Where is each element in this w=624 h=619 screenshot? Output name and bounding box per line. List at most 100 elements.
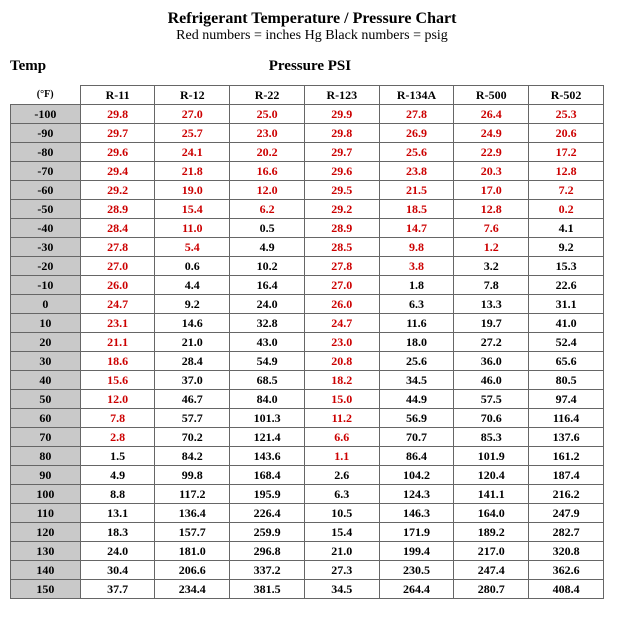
value-cell: 27.0 bbox=[80, 257, 155, 276]
value-cell: 217.0 bbox=[454, 542, 529, 561]
value-cell: 137.6 bbox=[529, 428, 604, 447]
refrigerant-table: (°F) R-11R-12R-22R-123R-134AR-500R-502 -… bbox=[10, 85, 604, 599]
table-row: 904.999.8168.42.6104.2120.4187.4 bbox=[11, 466, 604, 485]
value-cell: 19.7 bbox=[454, 314, 529, 333]
value-cell: 24.7 bbox=[80, 295, 155, 314]
value-cell: 26.0 bbox=[304, 295, 379, 314]
value-cell: 199.4 bbox=[379, 542, 454, 561]
value-cell: 337.2 bbox=[230, 561, 305, 580]
axis-labels: Temp Pressure PSI bbox=[10, 58, 614, 75]
value-cell: 37.7 bbox=[80, 580, 155, 599]
value-cell: 296.8 bbox=[230, 542, 305, 561]
value-cell: 37.0 bbox=[155, 371, 230, 390]
value-cell: 3.2 bbox=[454, 257, 529, 276]
value-cell: 29.2 bbox=[80, 181, 155, 200]
temp-cell: -40 bbox=[11, 219, 81, 238]
value-cell: 4.9 bbox=[230, 238, 305, 257]
value-cell: 29.8 bbox=[304, 124, 379, 143]
value-cell: 24.7 bbox=[304, 314, 379, 333]
value-cell: 29.9 bbox=[304, 105, 379, 124]
table-body: -10029.827.025.029.927.826.425.3-9029.72… bbox=[11, 105, 604, 599]
value-cell: 20.6 bbox=[529, 124, 604, 143]
value-cell: 20.3 bbox=[454, 162, 529, 181]
value-cell: 9.2 bbox=[529, 238, 604, 257]
table-row: -9029.725.723.029.826.924.920.6 bbox=[11, 124, 604, 143]
temp-cell: 0 bbox=[11, 295, 81, 314]
temp-cell: 110 bbox=[11, 504, 81, 523]
value-cell: 1.2 bbox=[454, 238, 529, 257]
value-cell: 116.4 bbox=[529, 409, 604, 428]
value-cell: 408.4 bbox=[529, 580, 604, 599]
value-cell: 7.2 bbox=[529, 181, 604, 200]
chart-subtitle: Red numbers = inches Hg Black numbers = … bbox=[10, 28, 614, 44]
temp-cell: 50 bbox=[11, 390, 81, 409]
value-cell: 0.6 bbox=[155, 257, 230, 276]
value-cell: 15.4 bbox=[155, 200, 230, 219]
value-cell: 32.8 bbox=[230, 314, 305, 333]
value-cell: 16.6 bbox=[230, 162, 305, 181]
temp-cell: -70 bbox=[11, 162, 81, 181]
value-cell: 86.4 bbox=[379, 447, 454, 466]
temp-cell: 30 bbox=[11, 352, 81, 371]
value-cell: 29.7 bbox=[80, 124, 155, 143]
value-cell: 46.7 bbox=[155, 390, 230, 409]
value-cell: 84.0 bbox=[230, 390, 305, 409]
value-cell: 25.7 bbox=[155, 124, 230, 143]
value-cell: 0.2 bbox=[529, 200, 604, 219]
value-cell: 216.2 bbox=[529, 485, 604, 504]
temp-cell: 80 bbox=[11, 447, 81, 466]
value-cell: 15.3 bbox=[529, 257, 604, 276]
value-cell: 23.1 bbox=[80, 314, 155, 333]
temp-cell: 60 bbox=[11, 409, 81, 428]
value-cell: 26.4 bbox=[454, 105, 529, 124]
table-row: -2027.00.610.227.83.83.215.3 bbox=[11, 257, 604, 276]
value-cell: 143.6 bbox=[230, 447, 305, 466]
column-header: R-502 bbox=[529, 86, 604, 105]
value-cell: 25.0 bbox=[230, 105, 305, 124]
column-header: R-500 bbox=[454, 86, 529, 105]
temp-cell: 90 bbox=[11, 466, 81, 485]
value-cell: 27.8 bbox=[379, 105, 454, 124]
value-cell: 25.6 bbox=[379, 352, 454, 371]
value-cell: 23.0 bbox=[304, 333, 379, 352]
chart-title: Refrigerant Temperature / Pressure Chart bbox=[10, 10, 614, 28]
value-cell: 157.7 bbox=[155, 523, 230, 542]
value-cell: 21.1 bbox=[80, 333, 155, 352]
value-cell: 206.6 bbox=[155, 561, 230, 580]
value-cell: 27.8 bbox=[80, 238, 155, 257]
axis-psi-label: Pressure PSI bbox=[269, 58, 351, 75]
value-cell: 6.3 bbox=[379, 295, 454, 314]
value-cell: 36.0 bbox=[454, 352, 529, 371]
value-cell: 17.2 bbox=[529, 143, 604, 162]
value-cell: 20.2 bbox=[230, 143, 305, 162]
value-cell: 7.8 bbox=[80, 409, 155, 428]
temp-cell: 100 bbox=[11, 485, 81, 504]
value-cell: 52.4 bbox=[529, 333, 604, 352]
value-cell: 29.6 bbox=[304, 162, 379, 181]
value-cell: 22.9 bbox=[454, 143, 529, 162]
value-cell: 230.5 bbox=[379, 561, 454, 580]
value-cell: 195.9 bbox=[230, 485, 305, 504]
table-row: 12018.3157.7259.915.4171.9189.2282.7 bbox=[11, 523, 604, 542]
value-cell: 57.7 bbox=[155, 409, 230, 428]
value-cell: 13.3 bbox=[454, 295, 529, 314]
value-cell: 28.9 bbox=[80, 200, 155, 219]
table-row: 024.79.224.026.06.313.331.1 bbox=[11, 295, 604, 314]
value-cell: 20.8 bbox=[304, 352, 379, 371]
value-cell: 84.2 bbox=[155, 447, 230, 466]
table-row: 4015.637.068.518.234.546.080.5 bbox=[11, 371, 604, 390]
value-cell: 9.2 bbox=[155, 295, 230, 314]
value-cell: 124.3 bbox=[379, 485, 454, 504]
value-cell: 25.6 bbox=[379, 143, 454, 162]
value-cell: 28.5 bbox=[304, 238, 379, 257]
value-cell: 27.0 bbox=[155, 105, 230, 124]
value-cell: 117.2 bbox=[155, 485, 230, 504]
value-cell: 3.8 bbox=[379, 257, 454, 276]
value-cell: 12.8 bbox=[454, 200, 529, 219]
temp-cell: 120 bbox=[11, 523, 81, 542]
temp-cell: 130 bbox=[11, 542, 81, 561]
table-row: 1008.8117.2195.96.3124.3141.1216.2 bbox=[11, 485, 604, 504]
value-cell: 28.4 bbox=[155, 352, 230, 371]
value-cell: 19.0 bbox=[155, 181, 230, 200]
value-cell: 18.2 bbox=[304, 371, 379, 390]
